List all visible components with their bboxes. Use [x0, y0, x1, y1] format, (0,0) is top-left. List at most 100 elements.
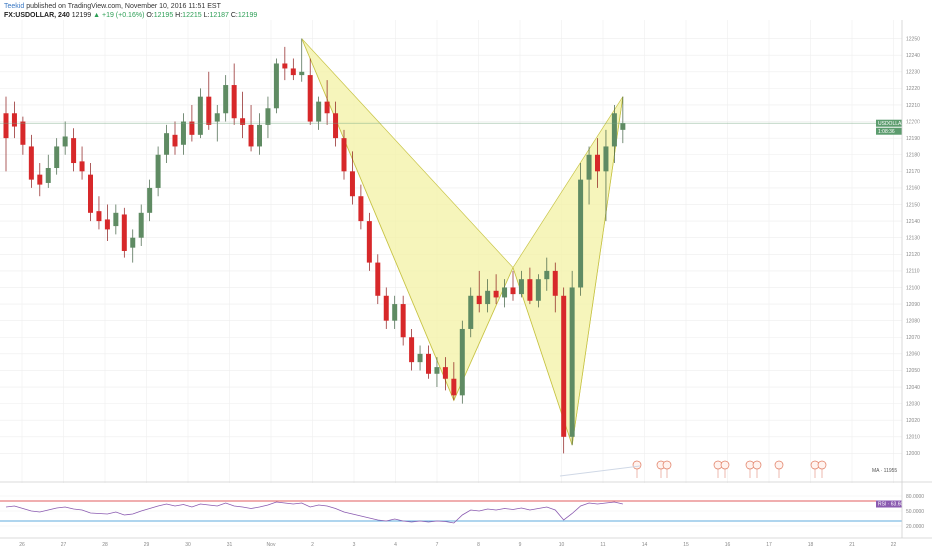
- candle-body: [552, 270, 558, 296]
- close-label: C:: [230, 12, 238, 19]
- x-tick-label: 8: [477, 542, 480, 548]
- y-tick-label: 12060: [906, 352, 920, 358]
- candle-body: [206, 96, 212, 125]
- x-tick-label: 14: [642, 542, 648, 548]
- candle-body: [468, 295, 474, 329]
- x-tick-label: 26: [19, 542, 25, 548]
- time-axis[interactable]: 26 27 28 29 30 31 Nov 2 3 4 7 8 9 10 11 14 15 16 17 18 21 22: [19, 542, 896, 548]
- x-tick-label: 4: [394, 542, 397, 548]
- candle-body: [155, 154, 161, 188]
- rsi-tag: RSI · 63.6083: [878, 502, 909, 508]
- candle-body: [544, 270, 550, 280]
- candle-body: [197, 96, 203, 135]
- candle-body: [11, 113, 17, 127]
- event-flag-icon: [720, 460, 730, 470]
- open-label: O:: [146, 12, 154, 19]
- y-tick-label: 12240: [906, 53, 920, 59]
- candle-body: [282, 63, 288, 69]
- ma-line: [559, 465, 641, 477]
- candle-body: [569, 287, 575, 437]
- x-tick-label: 29: [144, 542, 150, 548]
- y-tick-label: 12180: [906, 153, 920, 159]
- candle-body: [459, 328, 465, 396]
- rsi-pane[interactable]: [0, 483, 902, 538]
- candle-body: [578, 179, 584, 288]
- candle-body: [611, 113, 617, 147]
- candle-body: [476, 295, 482, 305]
- x-tick-label: 15: [683, 542, 689, 548]
- rsi-axis: 80.0000 50.0000 20.0000: [906, 494, 924, 530]
- candle-body: [366, 221, 372, 263]
- candle-body: [595, 154, 600, 172]
- event-flag-icon: [662, 460, 672, 470]
- y-tick-label: 12160: [906, 186, 920, 192]
- y-tick-label: 12050: [906, 368, 920, 374]
- candle-body: [535, 279, 541, 301]
- high-label: H:: [175, 12, 183, 19]
- candle-body: [561, 295, 567, 437]
- candle-body: [265, 108, 271, 125]
- event-flag-icon: [817, 460, 827, 470]
- candle-body: [603, 146, 609, 172]
- candle-body: [257, 124, 262, 147]
- rsi-tick-label: 80.0000: [906, 494, 924, 500]
- candle-body: [451, 378, 457, 396]
- candle-body: [248, 124, 254, 147]
- candle-body: [527, 279, 533, 301]
- y-tick-label: 12230: [906, 70, 920, 76]
- candle-body: [104, 219, 110, 230]
- candle-body: [434, 367, 440, 374]
- candle-body: [485, 290, 491, 305]
- y-tick-label: 12130: [906, 236, 920, 242]
- candle-body: [586, 154, 592, 180]
- x-tick-label: 21: [849, 542, 855, 548]
- y-tick-label: 12210: [906, 103, 920, 109]
- candle-body: [493, 290, 499, 298]
- price-axis[interactable]: 12250 12240 12230 12220 12210 12200 12190 12180…: [906, 36, 920, 457]
- candle-body: [620, 123, 626, 130]
- candle-body: [164, 133, 170, 155]
- candle-body: [180, 121, 186, 145]
- candle-body: [20, 121, 26, 145]
- published-info: published on TradingView.com, November 1…: [26, 3, 221, 10]
- candle-body: [349, 171, 355, 197]
- candle-body: [214, 113, 220, 122]
- candle-body: [121, 214, 127, 251]
- candle-body: [333, 113, 339, 139]
- y-tick-label: 12090: [906, 302, 920, 308]
- candle-body: [442, 367, 448, 379]
- y-tick-label: 12150: [906, 202, 920, 208]
- price-tag-bg: [876, 119, 902, 127]
- candle-body: [223, 85, 229, 114]
- candle-body: [96, 211, 102, 222]
- x-tick-label: Nov: [267, 542, 276, 548]
- candle-body: [341, 138, 347, 172]
- candle-body: [409, 337, 415, 363]
- author-name[interactable]: Teekid: [4, 3, 25, 10]
- last-price: 12199: [71, 12, 92, 19]
- y-tick-label: 12070: [906, 335, 920, 341]
- y-tick-label: 12080: [906, 318, 920, 324]
- candle-body: [299, 71, 305, 76]
- candle-body: [510, 287, 516, 295]
- candle-body: [37, 174, 43, 185]
- x-tick-label: 9: [519, 542, 522, 548]
- candle-body: [79, 161, 85, 172]
- y-tick-label: 12200: [906, 119, 920, 125]
- pattern-legs: [301, 38, 624, 446]
- y-tick-label: 12040: [906, 385, 920, 391]
- candle-body: [62, 136, 68, 147]
- candle-body: [426, 353, 431, 374]
- event-flag-icon: [632, 460, 642, 470]
- candle-body: [45, 168, 51, 183]
- candle-body: [28, 146, 34, 180]
- candle-body: [88, 174, 93, 213]
- candle-body: [375, 262, 381, 296]
- candle-body: [147, 187, 153, 213]
- candle-body: [290, 68, 296, 76]
- symbol-label: FX:USDOLLAR, 240: [4, 12, 70, 19]
- economic-events[interactable]: [632, 460, 827, 478]
- candle-body: [130, 237, 136, 248]
- bat-pattern[interactable]: [301, 38, 624, 446]
